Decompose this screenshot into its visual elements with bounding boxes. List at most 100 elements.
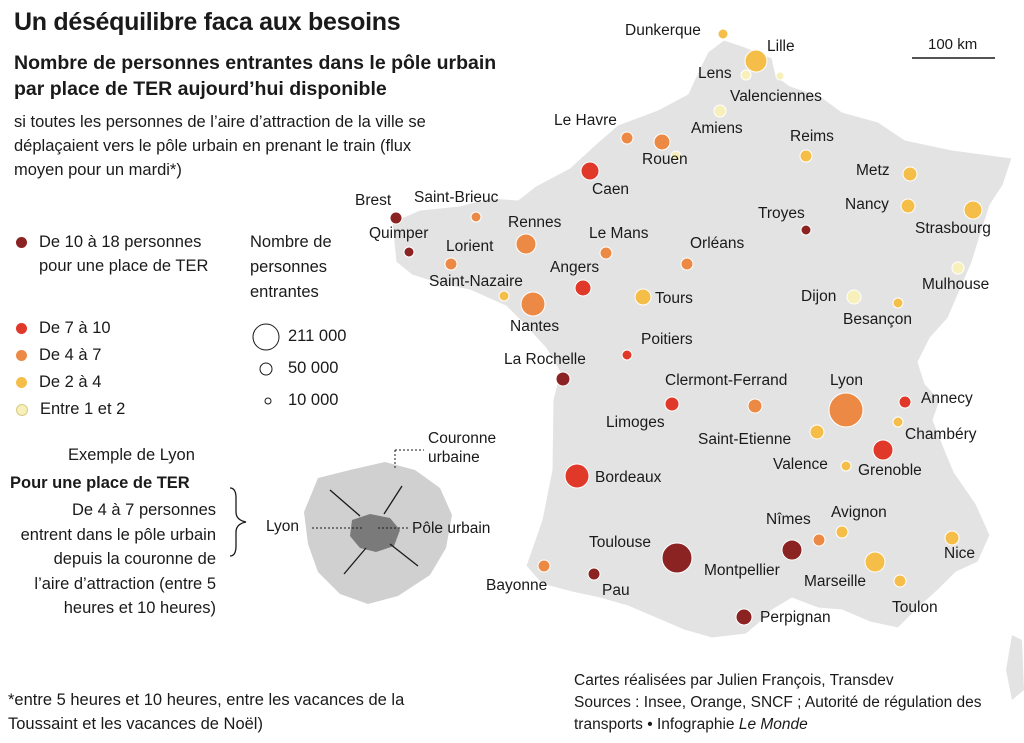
legend-label: De 7 à 10 bbox=[39, 319, 111, 337]
city-label-metz: Metz bbox=[856, 162, 890, 179]
city-label-marseille: Marseille bbox=[804, 573, 867, 590]
legend-dot bbox=[16, 237, 27, 248]
legend-dot bbox=[16, 323, 27, 334]
bubble-saint-etienne bbox=[809, 424, 825, 440]
corsica-outline bbox=[1006, 635, 1024, 700]
bubble-toulon bbox=[893, 574, 907, 588]
city-label-lille: Lille bbox=[767, 38, 795, 55]
city-label-saint-brieuc: Saint-Brieuc bbox=[414, 189, 499, 206]
legend-label: De 2 à 4 bbox=[39, 373, 102, 391]
city-label-perpignan: Perpignan bbox=[760, 609, 831, 626]
example-bold: Pour une place de TER bbox=[10, 474, 190, 492]
size-legend-circles bbox=[252, 323, 280, 405]
city-label-quimper: Quimper bbox=[369, 225, 429, 242]
bubble-reims bbox=[799, 149, 813, 163]
bubble-toulouse bbox=[661, 542, 693, 574]
city-label-saint-nazaire: Saint-Nazaire bbox=[429, 273, 523, 290]
city-label-bayonne: Bayonne bbox=[486, 577, 548, 594]
city-label-nice: Nice bbox=[944, 545, 976, 562]
city-label-grenoble: Grenoble bbox=[858, 462, 922, 479]
bubble-bayonne bbox=[537, 559, 551, 573]
size-legend-title: Nombre de personnes entrantes bbox=[250, 233, 332, 301]
bubble-le-havre bbox=[620, 131, 634, 145]
bubble-lille bbox=[744, 49, 768, 73]
bubble-quimper bbox=[403, 246, 415, 258]
scale-label: 100 km bbox=[928, 36, 978, 53]
city-label-brest: Brest bbox=[355, 192, 392, 209]
city-label-toulon: Toulon bbox=[892, 599, 938, 616]
inset-label-pole: Pôle urbain bbox=[412, 520, 491, 537]
bubble-poitiers bbox=[621, 349, 633, 361]
bubble-nancy bbox=[900, 198, 916, 214]
bubble-lorient bbox=[444, 257, 458, 271]
city-label-dijon: Dijon bbox=[801, 288, 837, 305]
city-label-poitiers: Poitiers bbox=[641, 331, 693, 348]
city-label-la-rochelle: La Rochelle bbox=[504, 351, 586, 368]
bubble-bordeaux bbox=[564, 463, 590, 489]
city-label-tours: Tours bbox=[655, 290, 693, 307]
city-label-pau: Pau bbox=[602, 582, 630, 599]
bubble-pau bbox=[587, 567, 601, 581]
bubble-le-mans bbox=[599, 246, 613, 260]
city-label-besancon: Besançon bbox=[843, 311, 912, 328]
city-label-valenciennes: Valenciennes bbox=[730, 88, 822, 105]
city-label-nantes: Nantes bbox=[510, 318, 560, 335]
city-label-troyes: Troyes bbox=[758, 205, 805, 222]
bubble-nice bbox=[944, 530, 960, 546]
inset-label-couronne: Couronne urbaine bbox=[428, 430, 497, 466]
bubble-marseille bbox=[864, 551, 886, 573]
legend-label: Entre 1 et 2 bbox=[40, 400, 126, 418]
city-bubbles bbox=[389, 28, 983, 626]
legend-label: De 4 à 7 bbox=[39, 346, 102, 364]
example-text: De 4 à 7 personnes entrent dans le pôle … bbox=[20, 501, 216, 617]
bubble-lyon bbox=[828, 392, 864, 428]
bubble-grenoble bbox=[872, 439, 894, 461]
bubble-lens bbox=[740, 69, 752, 81]
city-label-dunkerque: Dunkerque bbox=[625, 22, 701, 39]
city-label-orleans: Orléans bbox=[690, 235, 745, 252]
city-label-bordeaux: Bordeaux bbox=[595, 469, 662, 486]
bubble-rennes bbox=[515, 233, 537, 255]
city-label-amiens: Amiens bbox=[691, 120, 743, 137]
bubble-lens2 bbox=[775, 71, 785, 81]
bubble-chambery bbox=[892, 416, 904, 428]
bubble-saint-brieuc bbox=[470, 211, 482, 223]
bubble-dijon bbox=[846, 289, 862, 305]
bubble-limoges bbox=[664, 396, 680, 412]
bubble-avignon bbox=[835, 525, 849, 539]
city-label-chambery: Chambéry bbox=[905, 426, 977, 443]
legend-dot bbox=[16, 350, 27, 361]
bubble-besancon bbox=[892, 297, 904, 309]
city-label-le-mans: Le Mans bbox=[589, 225, 649, 242]
legend-item-10-18: De 10 à 18 personnes pour une place de T… bbox=[16, 230, 236, 278]
bubble-amiens bbox=[670, 150, 682, 162]
city-label-nimes: Nîmes bbox=[766, 511, 811, 528]
page-description: si toutes les personnes de l’aire d’attr… bbox=[14, 113, 426, 179]
inset-label-lyon: Lyon bbox=[266, 518, 300, 535]
bubble-valence bbox=[840, 460, 852, 472]
city-label-lorient: Lorient bbox=[446, 238, 494, 255]
legend-item-7-10: De 7 à 10 bbox=[16, 316, 111, 340]
size-legend-medium: 50 000 bbox=[288, 359, 339, 377]
city-label-reims: Reims bbox=[790, 128, 834, 145]
france-outline bbox=[391, 39, 1013, 639]
bubble-mulhouse bbox=[951, 261, 965, 275]
city-label-lens: Lens bbox=[698, 65, 732, 82]
credits: Cartes réalisées par Julien François, Tr… bbox=[574, 670, 1024, 736]
city-label-caen: Caen bbox=[592, 181, 630, 198]
legend-item-4-7: De 4 à 7 bbox=[16, 343, 101, 367]
legend-label: De 10 à 18 personnes pour une place de T… bbox=[39, 233, 209, 275]
bubble-montpellier bbox=[781, 539, 803, 561]
city-label-mulhouse: Mulhouse bbox=[922, 276, 990, 293]
city-label-saint-etienne: Saint-Etienne bbox=[698, 431, 792, 448]
bubble-nimes bbox=[812, 533, 826, 547]
bubble-rouen bbox=[653, 133, 671, 151]
city-label-angers: Angers bbox=[550, 259, 600, 276]
city-label-strasbourg: Strasbourg bbox=[915, 220, 991, 237]
credits-line2: Sources : Insee, Orange, SNCF ; Autorité… bbox=[574, 694, 982, 733]
bubble-dunkerque bbox=[717, 28, 729, 40]
size-legend-small: 10 000 bbox=[288, 391, 339, 409]
bubble-orleans bbox=[680, 257, 694, 271]
legend-dot bbox=[16, 377, 27, 388]
city-label-annecy: Annecy bbox=[921, 390, 973, 407]
